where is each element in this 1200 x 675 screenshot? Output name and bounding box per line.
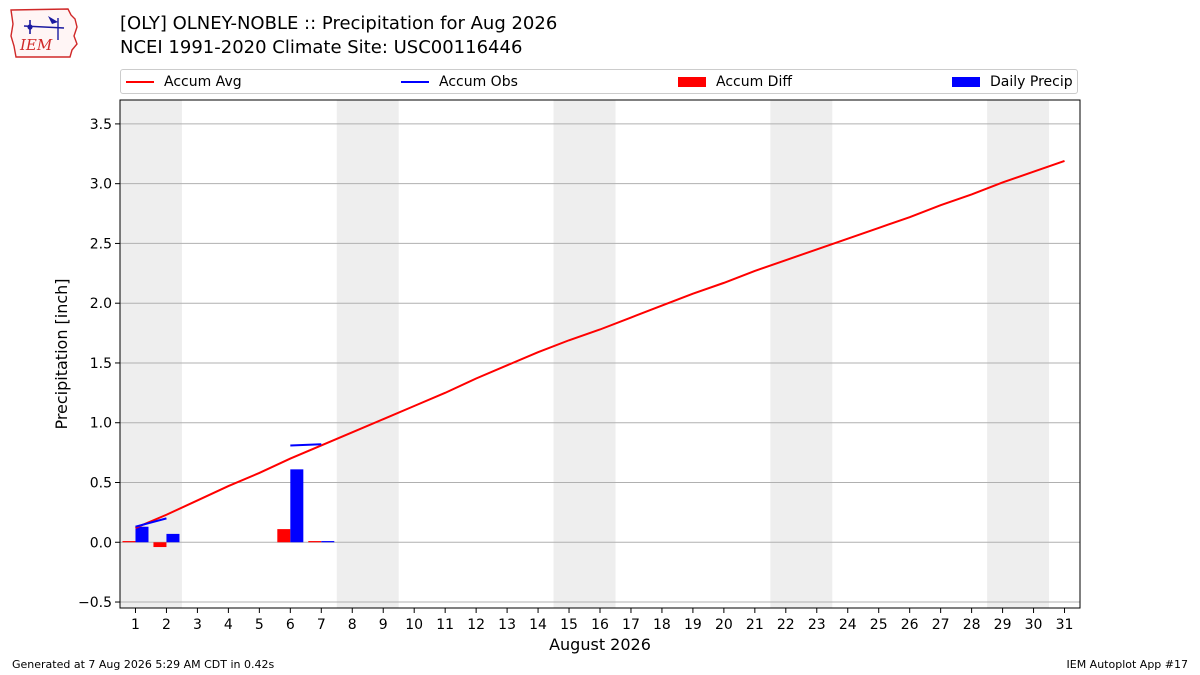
x-tick-label: 14 — [529, 617, 547, 633]
y-tick-label: −0.5 — [78, 595, 112, 611]
x-tick-label: 18 — [653, 617, 671, 633]
x-tick-label: 24 — [839, 617, 857, 633]
legend-label: Accum Obs — [439, 73, 518, 90]
legend-swatch — [678, 76, 706, 87]
x-tick-label: 5 — [255, 617, 264, 633]
chart-title: [OLY] OLNEY-NOBLE :: Precipitation for A… — [120, 13, 558, 34]
x-tick-label: 22 — [777, 617, 795, 633]
accum-diff-bar — [308, 541, 322, 543]
weekend-band — [770, 100, 833, 608]
x-tick-label: 13 — [498, 617, 516, 633]
x-tick-label: 19 — [684, 617, 702, 633]
y-tick-label: 0.0 — [90, 535, 112, 551]
weekend-band — [553, 100, 616, 608]
x-tick-label: 6 — [286, 617, 295, 633]
x-tick-label: 9 — [379, 617, 388, 633]
y-tick-label: 2.0 — [90, 296, 112, 312]
x-tick-label: 16 — [591, 617, 609, 633]
legend-item-accum-avg: Accum Avg — [126, 70, 242, 93]
x-tick-label: 15 — [560, 617, 578, 633]
legend-item-daily-precip: Daily Precip — [952, 70, 1073, 93]
chart-subtitle: NCEI 1991-2020 Climate Site: USC00116446 — [120, 37, 523, 58]
x-tick-label: 20 — [715, 617, 733, 633]
y-tick-label: 1.0 — [90, 416, 112, 432]
legend-item-accum-diff: Accum Diff — [678, 70, 792, 93]
accum-obs-line — [135, 517, 167, 528]
x-tick-label: 4 — [224, 617, 233, 633]
legend-label: Accum Avg — [164, 73, 242, 90]
legend-swatch — [952, 76, 980, 87]
x-tick-label: 31 — [1056, 617, 1074, 633]
accum-diff-bar — [122, 541, 136, 543]
iowa-outline-icon — [10, 8, 78, 58]
iem-logo: IEM — [10, 8, 78, 58]
x-tick-label: 28 — [963, 617, 981, 633]
x-tick-label: 21 — [746, 617, 764, 633]
x-tick-label: 11 — [436, 617, 454, 633]
legend-swatch — [401, 80, 429, 83]
x-tick-label: 17 — [622, 617, 640, 633]
footer-app: IEM Autoplot App #17 — [1066, 658, 1189, 671]
accum-diff-bar — [277, 529, 291, 543]
x-tick-label: 12 — [467, 617, 485, 633]
legend-label: Accum Diff — [716, 73, 793, 90]
accum-obs-line — [290, 443, 322, 447]
x-tick-label: 27 — [932, 617, 950, 633]
daily-precip-bar — [321, 541, 335, 543]
x-tick-label: 25 — [870, 617, 888, 633]
y-tick-label: 0.5 — [90, 475, 112, 491]
x-tick-label: 26 — [901, 617, 919, 633]
x-tick-label: 10 — [405, 617, 423, 633]
legend-label: Daily Precip — [990, 73, 1073, 90]
x-tick-label: 7 — [317, 617, 326, 633]
x-tick-label: 3 — [193, 617, 202, 633]
daily-precip-bar — [135, 526, 149, 543]
y-tick-label: 1.5 — [90, 356, 112, 372]
plot-frame — [119, 99, 1081, 609]
daily-precip-bar — [166, 533, 180, 543]
accum-avg-line — [135, 160, 1065, 529]
x-tick-label: 1 — [131, 617, 140, 633]
accum-diff-bar — [153, 542, 167, 548]
legend-item-accum-obs: Accum Obs — [401, 70, 518, 93]
y-tick-label: 2.5 — [90, 236, 112, 252]
x-tick-label: 2 — [162, 617, 171, 633]
weekend-band — [336, 100, 399, 608]
y-tick-label: 3.0 — [90, 177, 112, 193]
weekend-band — [120, 100, 182, 608]
legend: Accum Avg Accum Obs Accum Diff Daily Pre… — [120, 69, 1078, 94]
logo-text: IEM — [19, 36, 53, 54]
x-tick-label: 30 — [1025, 617, 1043, 633]
x-tick-label: 23 — [808, 617, 826, 633]
y-tick-label: 3.5 — [90, 117, 112, 133]
x-tick-label: 29 — [994, 617, 1012, 633]
y-axis-label: Precipitation [inch] — [52, 278, 71, 429]
x-axis-label: August 2026 — [549, 635, 651, 654]
legend-swatch — [126, 80, 154, 83]
daily-precip-bar — [290, 469, 304, 543]
weekend-band — [987, 100, 1050, 608]
footer-generated: Generated at 7 Aug 2026 5:29 AM CDT in 0… — [12, 658, 275, 671]
x-tick-label: 8 — [348, 617, 357, 633]
